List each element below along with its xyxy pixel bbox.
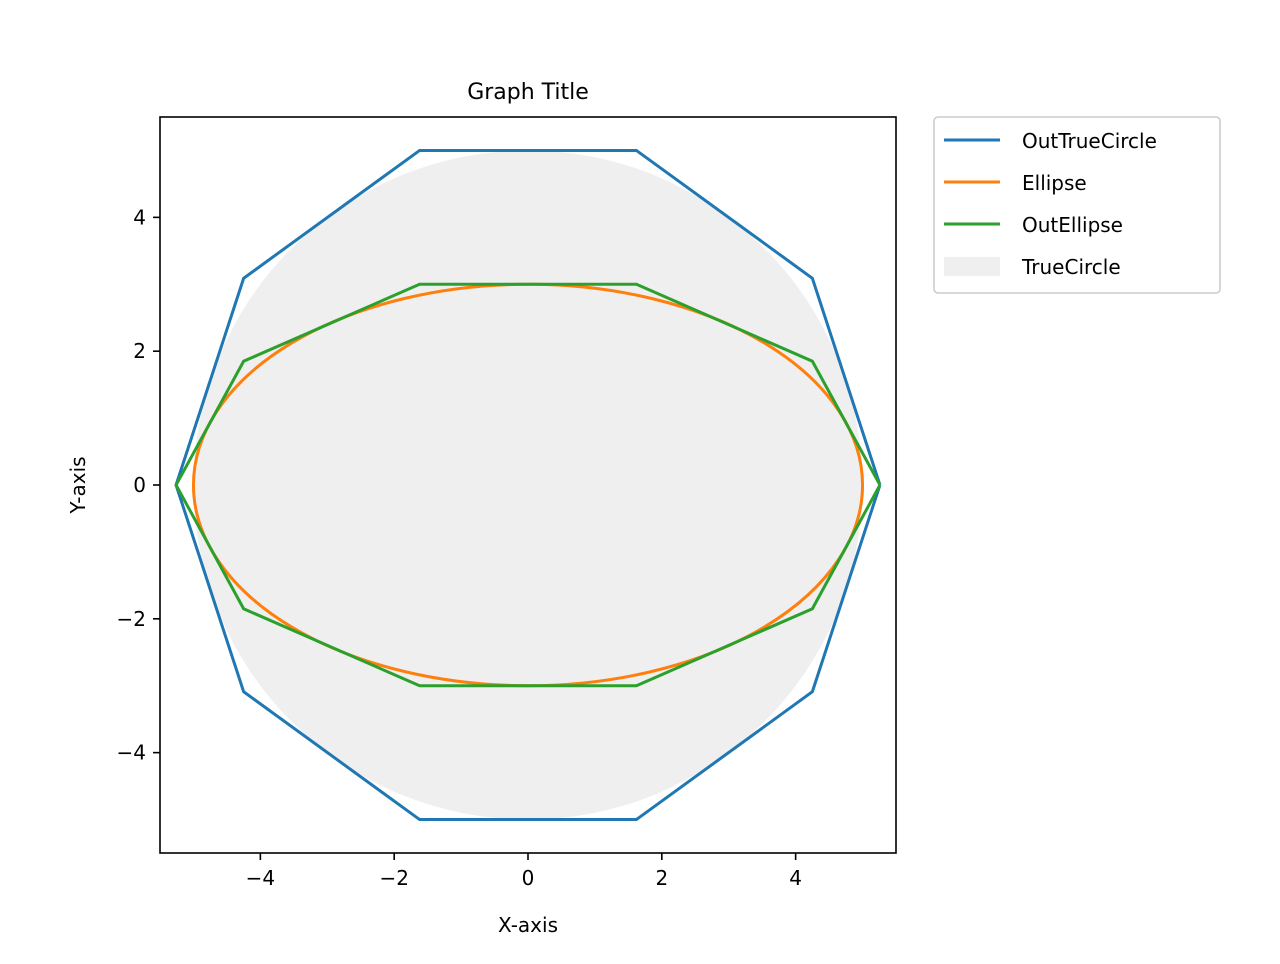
y-tick-label: 4 (133, 205, 146, 229)
legend-item-outtruecircle: OutTrueCircle (944, 129, 1157, 153)
y-axis-label: Y-axis (66, 456, 90, 514)
x-tick-label: 0 (522, 866, 535, 890)
y-tick-label: 0 (133, 473, 146, 497)
series-truecircle (193, 150, 863, 820)
x-tick-label: −2 (379, 866, 408, 890)
legend-item-truecircle: TrueCircle (944, 255, 1121, 279)
legend-swatch (944, 257, 1000, 276)
legend-box (933, 116, 1221, 294)
x-tick-label: 4 (789, 866, 802, 890)
x-tick-label: −4 (246, 866, 275, 890)
plot-area (174, 148, 882, 822)
chart-title: Graph Title (467, 80, 589, 105)
legend: OutTrueCircle Ellipse OutEllipse TrueCircle (933, 116, 1221, 294)
legend-item-outellipse: OutEllipse (944, 213, 1123, 237)
legend-item-ellipse: Ellipse (944, 171, 1087, 195)
x-axis-ticks: −4 −2 0 2 4 (246, 853, 802, 890)
series-outellipse (174, 282, 882, 688)
legend-label: TrueCircle (1021, 255, 1121, 279)
legend-label: Ellipse (1022, 171, 1087, 195)
y-tick-label: −2 (117, 607, 146, 631)
y-axis-ticks: −4 −2 0 2 4 (117, 205, 160, 765)
legend-label: OutEllipse (1022, 213, 1123, 237)
legend-label: OutTrueCircle (1022, 129, 1157, 153)
y-tick-label: −4 (117, 741, 146, 765)
x-tick-label: 2 (655, 866, 668, 890)
x-axis-label: X-axis (498, 913, 558, 937)
y-tick-label: 2 (133, 339, 146, 363)
